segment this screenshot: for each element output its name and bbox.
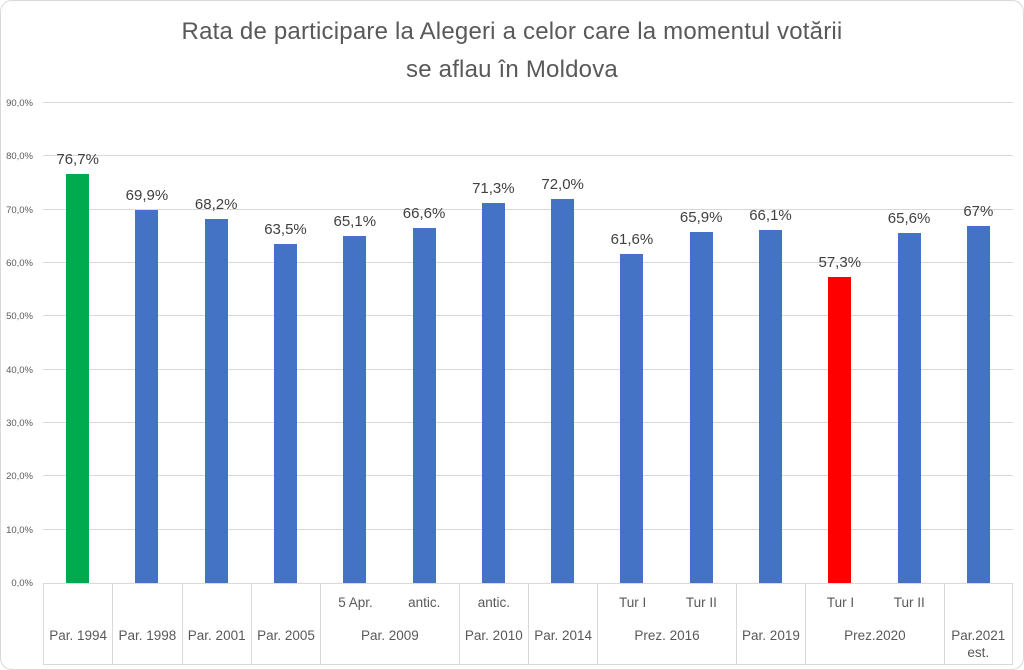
- y-tick-label: 40,0%: [6, 364, 33, 376]
- x-group-cell: Par.2021 est.: [943, 584, 1013, 664]
- x-group-cell: Par. 2001: [181, 584, 251, 664]
- x-group-label: Par. 2019: [742, 628, 800, 643]
- gridline: [43, 262, 1013, 263]
- x-sub-row: antic.: [460, 595, 528, 611]
- x-group-cell: 5 Apr. antic. Par. 2009: [320, 584, 459, 664]
- x-group-cell: Par. 2005: [250, 584, 320, 664]
- y-tick-label: 50,0%: [6, 311, 33, 323]
- bar: [689, 231, 713, 583]
- bar-value-label: 76,7%: [56, 150, 99, 168]
- x-sub-label: Tur I: [826, 595, 855, 610]
- gridline: [43, 528, 1013, 530]
- bar: [204, 219, 228, 583]
- y-tick-label: 20,0%: [6, 471, 33, 483]
- x-group-cell: Par. 2014: [527, 584, 597, 664]
- bar: [412, 227, 436, 583]
- x-group-cell: antic. Par. 2010: [458, 584, 528, 664]
- x-group-cell: Par. 1998: [112, 584, 181, 664]
- x-group-label: Par. 1994: [49, 628, 108, 643]
- x-group-label: Prez.2020: [844, 628, 906, 643]
- y-tick-label: 60,0%: [6, 258, 33, 269]
- bar-value-label: 66,1%: [749, 207, 792, 225]
- x-group-cell: Par. 1994: [43, 584, 112, 664]
- bar: [135, 210, 159, 583]
- bar-value-label: 71,3%: [472, 179, 515, 197]
- y-tick-label: 10,0%: [6, 524, 33, 536]
- y-tick-label: 0,0%: [11, 578, 33, 589]
- x-group-label: Par. 1998: [118, 628, 177, 643]
- bar: [343, 235, 367, 583]
- bar: [481, 202, 505, 583]
- bar: [66, 173, 90, 583]
- gridline: [43, 475, 1013, 477]
- x-group-label: Prez. 2016: [634, 628, 700, 643]
- bar-value-label: 65,9%: [679, 208, 723, 226]
- x-group-cell: Par. 2019: [735, 584, 805, 664]
- bar-value-label: 72,0%: [541, 176, 584, 193]
- chart-title: Rata de participare la Alegeri a celor c…: [1, 13, 1023, 89]
- bar: [828, 277, 852, 583]
- bar-value-label: 65,6%: [887, 210, 931, 228]
- y-tick-label: 70,0%: [6, 204, 33, 216]
- chart-title-line2: se aflau în Moldova: [406, 56, 618, 83]
- y-axis: 0,0% 10,0% 20,0% 30,0% 40,0% 50,0% 60,0% 70,0% 8…: [1, 98, 37, 589]
- x-sub-label: antic.: [408, 595, 441, 610]
- x-sub-label: antic.: [477, 595, 510, 610]
- x-group-label: Par. 2001: [187, 628, 246, 643]
- bar: [759, 230, 782, 583]
- x-group-label: Par. 2005: [257, 628, 315, 643]
- x-group-label: Par. 2010: [464, 628, 523, 643]
- x-sub-row: 5 Apr. antic.: [321, 595, 459, 611]
- x-group-cell: Tur I Tur II Prez.2020: [805, 584, 944, 664]
- bar: [620, 254, 644, 583]
- bar-value-label: 67%: [963, 202, 994, 220]
- bar-value-label: 66,6%: [402, 204, 446, 222]
- gridline: [43, 583, 1013, 584]
- bar: [551, 199, 575, 583]
- y-tick-label: 80,0%: [6, 151, 33, 163]
- bar-value-label: 69,9%: [125, 187, 169, 205]
- x-sub-label: Tur II: [893, 595, 925, 610]
- gridline: [43, 155, 1013, 157]
- x-sub-label: Tur I: [619, 595, 647, 610]
- x-group-label: Par. 2009: [361, 628, 419, 643]
- x-axis: Par. 1994 Par. 1998 Par. 2001 Par. 2005 5 Ap…: [43, 584, 1013, 665]
- y-tick-label: 90,0%: [6, 98, 33, 109]
- bar: [897, 233, 921, 583]
- bar-value-label: 68,2%: [194, 196, 238, 214]
- x-sub-row: Tur I Tur II: [806, 595, 944, 611]
- plot-area: 76,7% 69,9% 68,2% 63,5% 65,1% 66,6% 71,3% 72,0%…: [43, 102, 1013, 584]
- gridline: [43, 422, 1013, 423]
- bar: [274, 244, 297, 583]
- bar-value-label: 57,3%: [818, 254, 862, 272]
- chart-title-line1: Rata de participare la Alegeri a celor c…: [181, 18, 843, 45]
- bar: [966, 225, 990, 583]
- x-group-cell: Tur I Tur II Prez. 2016: [597, 584, 736, 664]
- y-tick-label: 30,0%: [6, 418, 33, 429]
- bar-value-label: 65,1%: [333, 212, 377, 230]
- gridline: [43, 208, 1013, 210]
- bar-value-label: 61,6%: [610, 231, 654, 249]
- gridline: [43, 368, 1013, 370]
- x-sub-label: Tur II: [685, 595, 717, 610]
- gridline: [43, 315, 1013, 317]
- gridline: [43, 102, 1013, 103]
- x-group-label: Par.2021 est.: [951, 628, 1006, 660]
- x-group-label: Par. 2014: [534, 628, 592, 643]
- x-sub-label: 5 Apr.: [338, 595, 373, 610]
- x-sub-row: Tur I Tur II: [598, 595, 736, 611]
- bar-value-label: 63,5%: [264, 221, 307, 239]
